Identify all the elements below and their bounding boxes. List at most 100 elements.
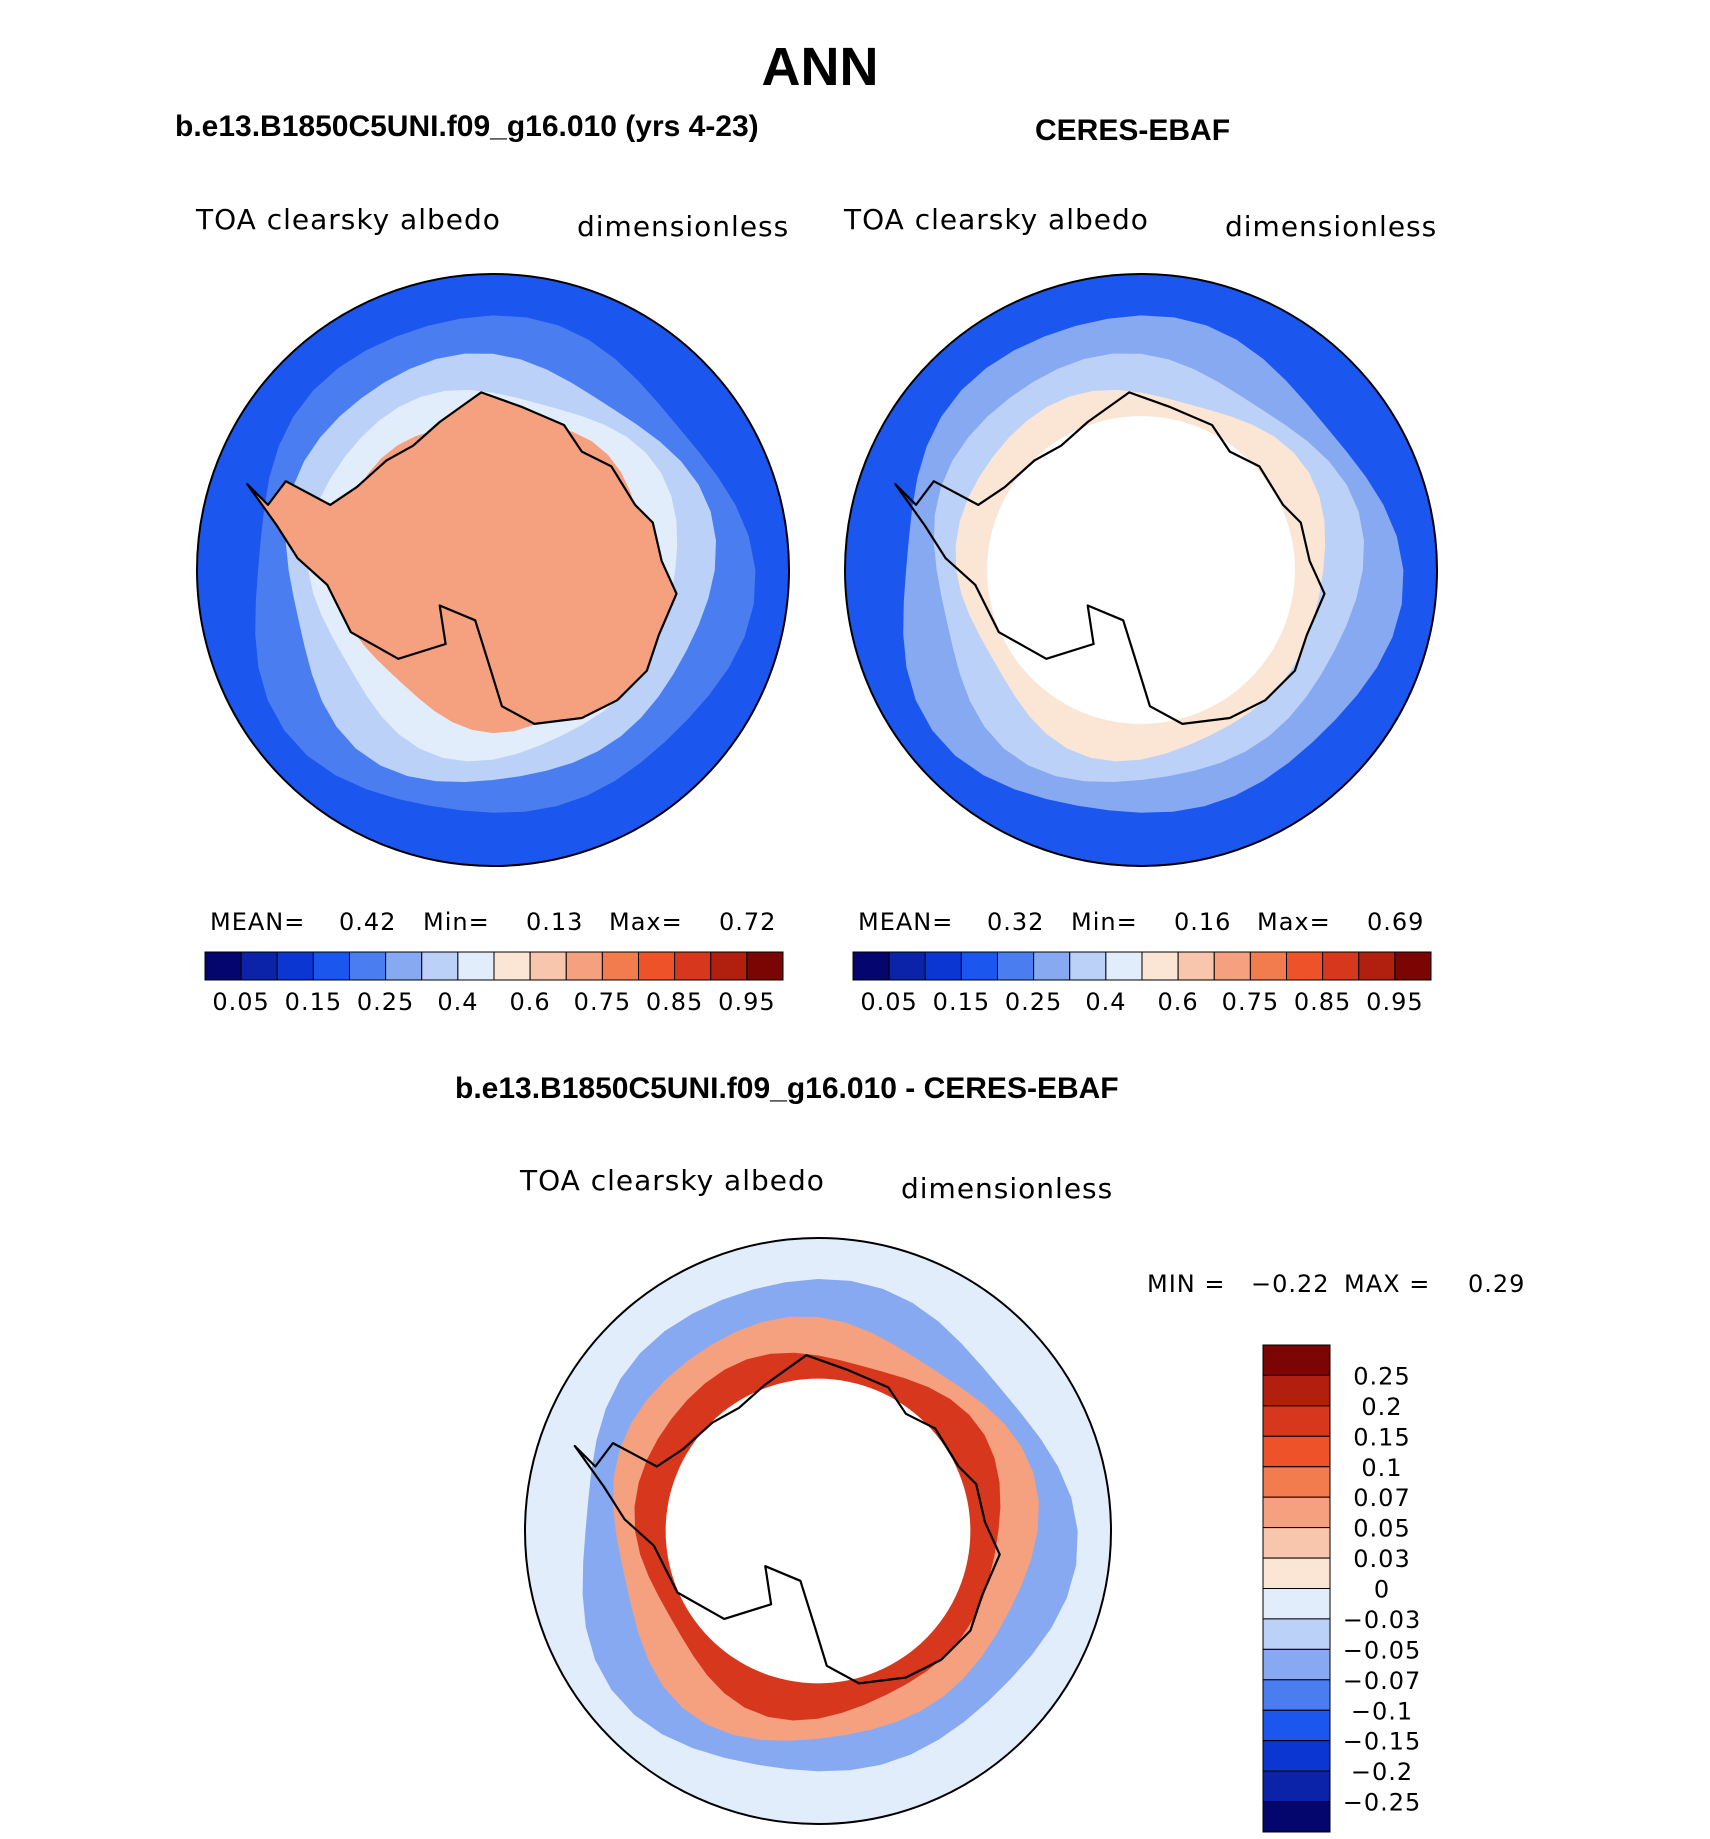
colorbar-swatch: [1262, 1588, 1331, 1620]
colorbar-tick-label: 0.85: [646, 988, 703, 1016]
colorbar-swatch: [746, 951, 784, 981]
left-mean-label: MEAN=: [210, 908, 306, 936]
colorbar-tick-label: 0.6: [510, 988, 551, 1016]
right-variable-label: TOA clearsky albedo: [844, 203, 1149, 236]
colorbar-swatch: [1141, 951, 1179, 981]
right-min-value: 0.16: [1174, 908, 1232, 936]
colorbar-swatch: [997, 951, 1035, 981]
colorbar-swatch: [1262, 1496, 1331, 1529]
right-min-label: Min=: [1071, 908, 1138, 936]
colorbar-swatch: [638, 951, 676, 981]
colorbar-swatch: [1069, 951, 1107, 981]
colorbar-tick-label: 0: [1374, 1576, 1390, 1604]
diff-variable-label: TOA clearsky albedo: [520, 1164, 825, 1197]
left-panel-title: b.e13.B1850C5UNI.f09_g16.010 (yrs 4-23): [175, 110, 759, 143]
colorbar-swatch: [276, 951, 314, 981]
colorbar-swatch: [349, 951, 387, 981]
colorbar-swatch: [1249, 951, 1287, 981]
colorbar-tick-label: 0.75: [574, 988, 631, 1016]
colorbar-swatch: [1033, 951, 1071, 981]
colorbar-swatch: [1105, 951, 1143, 981]
colorbar-swatch: [1262, 1374, 1331, 1407]
colorbar-tick-label: 0.4: [437, 988, 478, 1016]
main-title: ANN: [761, 37, 879, 97]
coastline: [573, 1354, 1001, 1685]
right-units-label: dimensionless: [1225, 210, 1438, 243]
colorbar-tick-label: −0.1: [1351, 1697, 1413, 1725]
map-fill-group: [845, 274, 1437, 866]
colorbar-swatch: [529, 951, 567, 981]
diff-min-value: −0.22: [1251, 1270, 1330, 1298]
colorbar-swatch: [1262, 1740, 1331, 1772]
difference-polar-map: [524, 1237, 1112, 1825]
right-mean-label: MEAN=: [858, 908, 954, 936]
colorbar-swatch: [1262, 1405, 1331, 1437]
colorbar-swatch: [924, 951, 962, 981]
left-polar-map: [196, 273, 790, 867]
right-colorbar: 0.05 0.15 0.25 0.4 0.6 0.75 0.85 0.95: [852, 951, 1432, 1016]
colorbar-tick-label: 0.25: [357, 988, 414, 1016]
colorbar-swatch: [1262, 1770, 1331, 1802]
diff-min-label: MIN =: [1147, 1270, 1226, 1298]
colorbar-swatch: [204, 951, 242, 981]
map-border: [524, 1237, 1112, 1825]
right-mean-value: 0.32: [987, 908, 1045, 936]
missing-data-cap: [665, 1378, 971, 1684]
colorbar-tick-label: 0.95: [718, 988, 775, 1016]
colorbar-swatch: [1262, 1679, 1331, 1711]
colorbar-swatch: [312, 951, 350, 981]
map-border: [844, 273, 1438, 867]
diff-max-value: 0.29: [1468, 1270, 1526, 1298]
colorbar-tick-label: 0.4: [1085, 988, 1126, 1016]
colorbar-swatch: [674, 951, 712, 981]
colorbar-tick-label: 0.1: [1361, 1454, 1402, 1482]
colorbar-tick-label: −0.05: [1343, 1636, 1422, 1664]
colorbar-swatch: [1262, 1709, 1331, 1742]
colorbar-swatch: [1286, 951, 1324, 981]
colorbar-swatch: [1262, 1344, 1331, 1376]
colorbar-tick-label: 0.05: [860, 988, 917, 1016]
right-polar-map: [844, 273, 1438, 867]
colorbar-tick-label: 0.25: [1005, 988, 1062, 1016]
colorbar-swatch: [565, 951, 603, 981]
right-panel-title: CERES-EBAF: [1035, 114, 1231, 147]
colorbar-swatch: [1262, 1466, 1331, 1498]
colorbar-tick-label: 0.2: [1361, 1393, 1402, 1421]
colorbar-swatch: [1358, 951, 1396, 981]
colorbar-tick-label: 0.15: [933, 988, 990, 1016]
colorbar-swatch: [888, 951, 926, 981]
colorbar-tick-label: 0.15: [1353, 1423, 1410, 1451]
colorbar-swatch: [1177, 951, 1215, 981]
left-min-value: 0.13: [526, 908, 584, 936]
diff-units-label: dimensionless: [901, 1172, 1114, 1205]
colorbar-swatch: [1262, 1618, 1331, 1650]
colorbar-tick-label: −0.2: [1351, 1758, 1413, 1786]
left-units-label: dimensionless: [577, 210, 790, 243]
colorbar-tick-label: 0.95: [1366, 988, 1423, 1016]
colorbar-tick-label: 0.07: [1353, 1484, 1410, 1512]
colorbar-tick-label: −0.15: [1343, 1728, 1422, 1756]
colorbar-tick-label: −0.03: [1343, 1606, 1422, 1634]
difference-panel-title: b.e13.B1850C5UNI.f09_g16.010 - CERES-EBA…: [455, 1072, 1119, 1105]
colorbar-tick-label: −0.07: [1343, 1667, 1422, 1695]
coastline: [894, 391, 1326, 725]
right-max-value: 0.69: [1367, 908, 1425, 936]
colorbar-swatch: [421, 951, 459, 981]
diff-max-label: MAX =: [1344, 1270, 1431, 1298]
left-max-value: 0.72: [719, 908, 777, 936]
colorbar-tick-label: 0.05: [212, 988, 269, 1016]
colorbar-swatch: [1262, 1557, 1331, 1589]
colorbar-swatch: [601, 951, 639, 981]
colorbar-swatch: [1322, 951, 1360, 981]
missing-data-cap: [987, 416, 1295, 724]
left-colorbar: 0.05 0.15 0.25 0.4 0.6 0.75 0.85 0.95: [204, 951, 784, 1016]
colorbar-tick-label: 0.75: [1222, 988, 1279, 1016]
map-border: [196, 273, 790, 867]
colorbar-swatch: [1394, 951, 1432, 981]
right-max-label: Max=: [1257, 908, 1331, 936]
colorbar-swatch: [1213, 951, 1251, 981]
colorbar-swatch: [1262, 1648, 1331, 1681]
colorbar-tick-label: 0.03: [1353, 1545, 1410, 1573]
colorbar-tick-label: 0.25: [1353, 1362, 1410, 1390]
